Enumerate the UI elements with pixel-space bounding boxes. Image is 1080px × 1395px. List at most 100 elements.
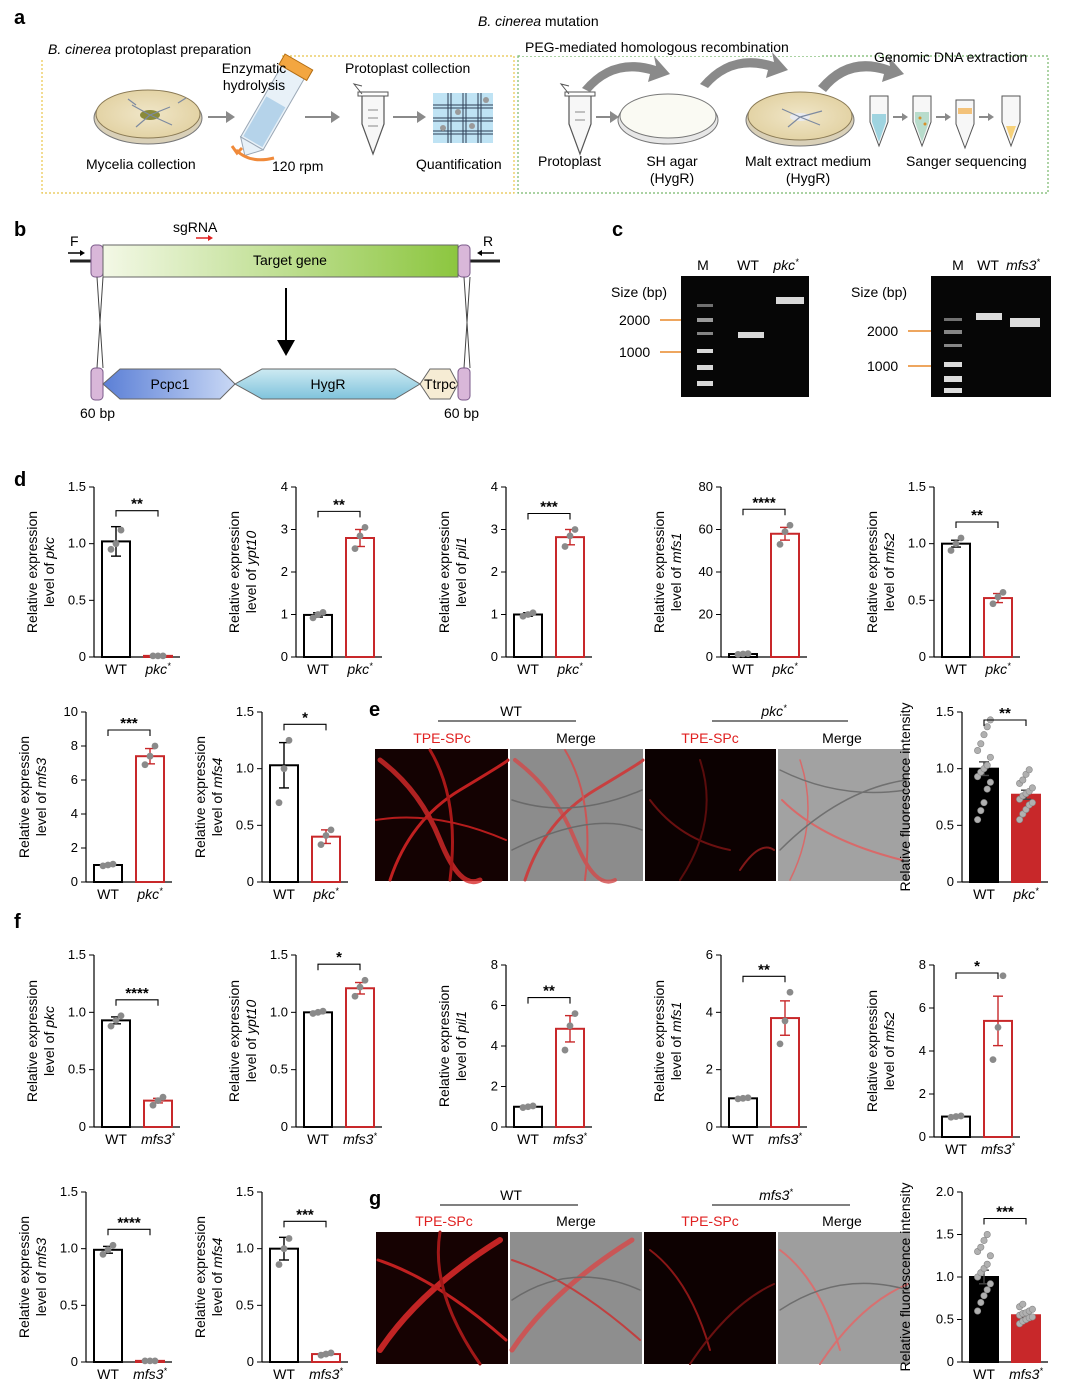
data-point [977, 740, 985, 748]
significance-bracket [527, 997, 571, 1004]
y-axis-label: Relative expression level of mfs2 [864, 990, 897, 1112]
data-point [109, 860, 117, 868]
title-italic: B. cinerea [478, 13, 541, 29]
x-tick-label: WT [273, 1366, 295, 1382]
data-point [776, 540, 784, 548]
y-tick-label: 2 [706, 1062, 713, 1077]
y-tick-label: 1.0 [936, 1269, 954, 1284]
chart-g-fluor: 0 0.5 1.0 1.5 2.0 Relative fluorescence inten… [897, 1182, 1048, 1382]
x-tick-label: WT [732, 661, 754, 677]
data-point [159, 652, 167, 660]
data-point [986, 753, 994, 761]
data-point [117, 1012, 125, 1020]
y-tick-label: 1.0 [68, 536, 86, 551]
data-point [739, 650, 747, 658]
data-point [99, 862, 107, 870]
significance-bracket [983, 1217, 1027, 1225]
significance-label: *** [120, 715, 138, 732]
e-merge-1: Merge [556, 730, 596, 746]
y-axis-label: Relative expression level of mfs1 [651, 511, 684, 633]
y-axis-label: Relative expression level of mfs4 [192, 1216, 225, 1338]
ylabel-line-1: Relative expression [16, 736, 32, 858]
ylabel-line-1: Relative expression [192, 1216, 208, 1338]
significance-label: ** [543, 983, 555, 1000]
e-mut-fluor-image [645, 749, 776, 881]
y-tick-label: 0 [947, 874, 954, 889]
y-axis-label: Relative expression level of mfs4 [192, 736, 225, 858]
gel2-size-label: Size (bp) [851, 284, 907, 300]
x-tick-label: WT [307, 1131, 329, 1147]
x-tick-label: WT [517, 1131, 539, 1147]
significance-bracket [107, 1228, 151, 1236]
x-tick-label: WT [945, 661, 967, 677]
y-tick-label: 80 [699, 479, 713, 494]
mycelia-dish-icon [93, 89, 203, 145]
y-tick-label: 1.5 [936, 704, 954, 719]
x-tick-label: mfs3* [133, 1366, 167, 1382]
e-tpe-2: TPE-SPc [681, 730, 739, 746]
ylabel-line-1: Relative expression [16, 1216, 32, 1338]
x-tick-label: WT [732, 1131, 754, 1147]
data-point [983, 1260, 991, 1268]
bar-wt [941, 542, 971, 659]
malt-label: Malt extract medium [745, 153, 871, 169]
y-tick-label: 0 [947, 1354, 954, 1369]
data-point [980, 1292, 988, 1300]
g-mut-header: mfs3* [759, 1187, 793, 1203]
y-tick-label: 1.5 [908, 479, 926, 494]
e-wt-fluor-image [375, 749, 508, 881]
significance-bracket [742, 975, 786, 983]
y-tick-label: 8 [71, 738, 78, 753]
chart-f-mfs4: 0 0.5 1.0 1.5 Relative expression level of mf… [192, 1184, 348, 1382]
significance-label: *** [540, 499, 558, 516]
data-point [744, 1094, 752, 1102]
data-point [529, 609, 537, 617]
panel-a: a B. cinerea mutation B. cinerea protopl… [14, 7, 1049, 194]
y-tick-label: 1.0 [270, 1004, 288, 1019]
x-tick-label: WT [945, 1141, 967, 1157]
e-tpe-1: TPE-SPc [413, 730, 471, 746]
data-point [149, 1101, 157, 1109]
g-mut-fluor-image [644, 1232, 776, 1364]
chart-f-pkc: 0 0.5 1.0 1.5 Relative expression level of pk… [24, 947, 180, 1147]
data-point [566, 1022, 574, 1030]
significance-bracket [317, 510, 361, 518]
enzymatic-label: Enzymatic [222, 60, 287, 76]
g-tpe-1: TPE-SPc [415, 1213, 473, 1229]
ylabel-line-1: Relative expression [864, 990, 880, 1112]
g-wt-header: WT [500, 1187, 522, 1203]
y-tick-label: 1.0 [236, 1241, 254, 1256]
data-point [999, 589, 1007, 596]
mycelia-label: Mycelia collection [86, 156, 196, 172]
ttrpc-box [419, 368, 459, 400]
bar-wt [269, 1247, 299, 1363]
ylabel-line-2: level of mfs3 [33, 1237, 49, 1316]
y-tick-label: 6 [491, 998, 498, 1013]
y-tick-label: 0.5 [236, 1297, 254, 1312]
gel1-lane-m: M [697, 257, 709, 273]
gel2-lane-m: M [952, 257, 964, 273]
malt-dish-icon [745, 91, 855, 147]
y-tick-label: 60 [699, 522, 713, 537]
ylabel-line-2: level of mfs1 [668, 533, 684, 612]
significance-bracket [283, 1220, 327, 1228]
data-point [986, 1280, 994, 1288]
g-tpe-2: TPE-SPc [681, 1213, 739, 1229]
panel-b: b sgRNA F R Target gene Pcpc1 HygR Ttrpc… [14, 219, 500, 421]
data-point [980, 1236, 988, 1244]
y-axis-label: Relative expression level of pkc [24, 980, 57, 1102]
bar-mutant [345, 987, 375, 1129]
ylabel-line-2: level of mfs4 [209, 1237, 225, 1316]
data-point [154, 1097, 162, 1105]
gel1-1000: 1000 [619, 344, 650, 360]
ylabel-line-2: level of pkc [41, 537, 57, 607]
data-point [781, 528, 789, 536]
x-tick-label: WT [105, 1131, 127, 1147]
g-wt-fluor-image [376, 1232, 508, 1364]
bar-wt [728, 1097, 758, 1129]
ylabel-line-2: level of pil1 [453, 537, 469, 607]
hygr-label-2: (HygR) [786, 170, 830, 186]
data-point [356, 532, 364, 540]
panel-c: c M WT pkc* Size (bp) 2000 1000 M WT mfs… [611, 219, 1051, 397]
